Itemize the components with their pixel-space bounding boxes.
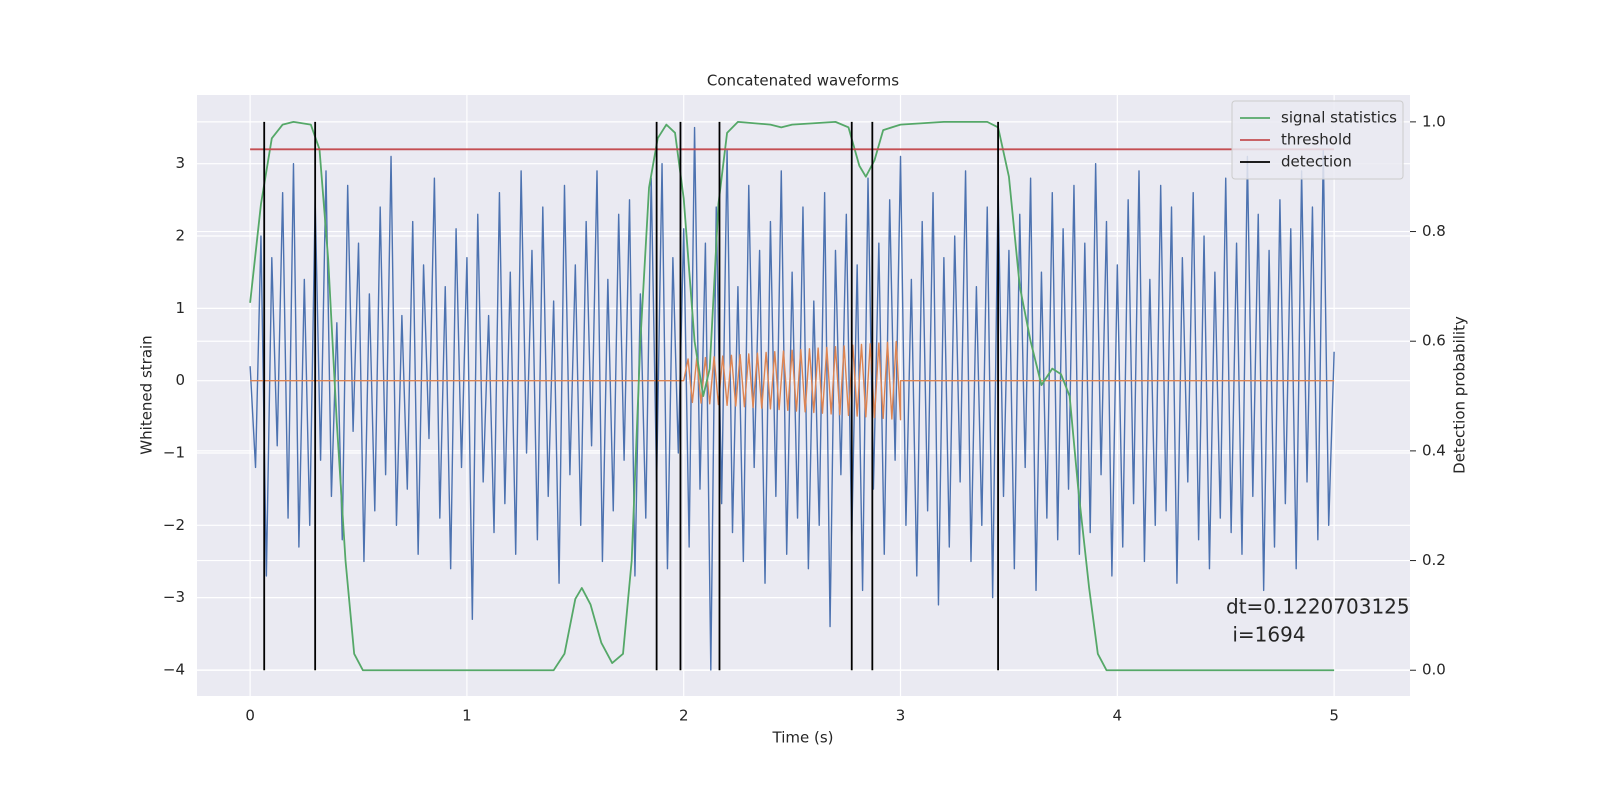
y2-axis-label: Detection probability [1451,316,1469,474]
x-tick-label: 2 [679,707,689,725]
legend-label: threshold [1281,131,1352,149]
y-tick-label: 0 [175,371,185,389]
legend-label: detection [1281,153,1352,171]
y2-tick-label: 0.8 [1422,222,1446,240]
annotation: dt=0.1220703125 [1226,595,1410,619]
y2-tick-label: 0.6 [1422,332,1446,350]
y2-tick-label: 0.4 [1422,441,1446,459]
x-tick-label: 3 [896,707,906,725]
y-tick-label: −4 [163,660,185,678]
axes: 0 1 2 3 4 5 −4 −3 −2 −1 0 1 2 3 0.0 0.2 0.4 0.6 0.8 1.0 [163,112,1446,724]
y-axis-label: Whitened strain [138,335,156,454]
series-line [249,126,1335,671]
marks [249,120,1335,672]
y2-tick-label: 0.0 [1422,661,1446,679]
x-axis-label: Time (s) [772,729,834,747]
chart-title: Concatenated waveforms [707,72,899,90]
x-tick-label: 4 [1113,707,1123,725]
y2-tick-label: 1.0 [1422,112,1446,130]
x-tick-label: 5 [1329,707,1339,725]
annotation: i=1694 [1226,623,1306,647]
y-tick-label: −3 [163,588,185,606]
y-tick-label: −1 [163,443,185,461]
x-tick-label: 1 [462,707,472,725]
series-line [250,340,1335,421]
legend-label: signal statistics [1281,109,1397,127]
y-tick-label: −2 [163,516,185,534]
legend-box [1231,100,1404,180]
y-tick-label: 2 [175,227,185,245]
series-line [249,120,1335,672]
legend: signal statistics threshold detection [1231,100,1404,180]
y-tick-label: 1 [175,299,185,317]
y2-tick-label: 0.2 [1422,551,1446,569]
y-tick-label: 3 [175,154,185,172]
x-tick-label: 0 [245,707,255,725]
